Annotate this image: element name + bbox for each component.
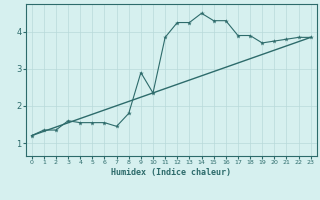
X-axis label: Humidex (Indice chaleur): Humidex (Indice chaleur) — [111, 168, 231, 177]
